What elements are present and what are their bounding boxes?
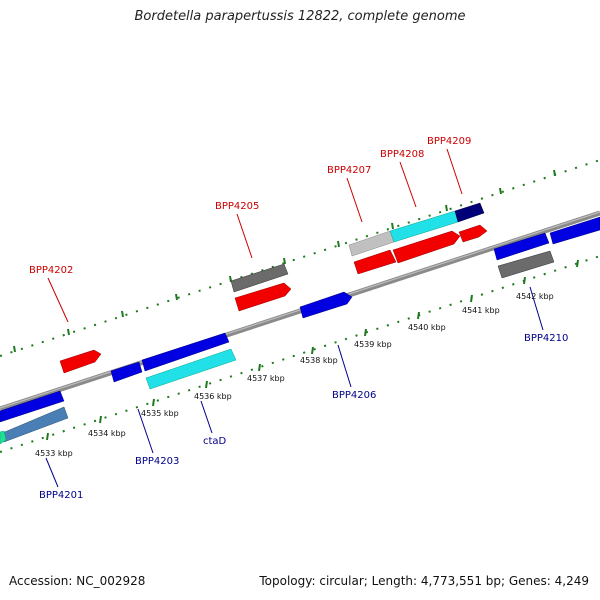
label-bpp4206: BPP4206 [332,390,376,401]
genome-backbone [0,210,600,412]
gene-bpp4209-red[interactable] [458,224,488,243]
label-bpp4210: BPP4210 [524,333,568,344]
map-title: Bordetella parapertussis 12822, complete… [134,9,466,24]
gene-bpp4204-small[interactable] [110,361,143,383]
gene-bpp4202[interactable] [59,349,102,374]
label-bpp4203: BPP4203 [135,456,179,467]
label-bpp4201: BPP4201 [39,490,83,501]
genome-backbone-highlight [0,211,600,409]
label-bpp4207: BPP4207 [327,165,371,176]
gene-bpp4210-fwd[interactable] [493,232,550,261]
topology-text: Topology: circular; Length: 4,773,551 bp… [259,574,589,588]
gene-bpp4208-red[interactable] [392,230,461,264]
gene-bpp4207[interactable] [353,249,397,275]
gene-bpp4209[interactable] [454,202,485,223]
gene-bpp4205-b[interactable] [234,282,292,312]
label-bpp4202: BPP4202 [29,265,73,276]
gene-bpp4201[interactable] [0,390,65,423]
label-bpp4208: BPP4208 [380,149,424,160]
tick-4540kbp: 4540 kbp [408,323,446,332]
accession-text: Accession: NC_002928 [9,574,146,588]
gene-labels: BPP4202 BPP4205 BPP4207 BPP4208 BPP4209 … [29,136,568,501]
tick-4542kbp: 4542 kbp [516,292,554,301]
gene-bpp4204[interactable] [141,332,230,372]
gene-bpp4205[interactable] [230,263,289,293]
inner-major-ticks [46,259,579,441]
tick-4541kbp: 4541 kbp [462,306,500,315]
label-bpp4209: BPP4209 [427,136,471,147]
label-bpp4205: BPP4205 [215,201,259,212]
scale-labels: 4533 kbp 4534 kbp 4535 kbp 4536 kbp 4537… [35,292,554,458]
tick-4536kbp: 4536 kbp [194,392,232,401]
tick-4538kbp: 4538 kbp [300,356,338,365]
tick-4539kbp: 4539 kbp [354,340,392,349]
outer-scale-dots [0,159,600,357]
tick-4535kbp: 4535 kbp [141,409,179,418]
gene-bpp4200[interactable] [0,430,7,445]
tick-4537kbp: 4537 kbp [247,374,285,383]
tick-4534kbp: 4534 kbp [88,429,126,438]
leader-lines [45,148,544,488]
label-ctad: ctaD [203,436,227,447]
tick-4533kbp: 4533 kbp [35,449,73,458]
outer-major-ticks [13,169,556,353]
gene-bpp4206-fwd[interactable] [299,291,353,319]
gene-ctad[interactable] [145,348,237,390]
gene-bpp4210[interactable] [497,250,555,279]
gene-bpp4211[interactable] [549,216,600,245]
